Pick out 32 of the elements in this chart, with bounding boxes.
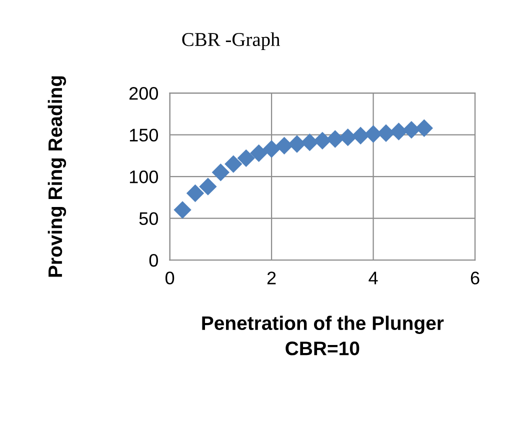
point [186, 184, 204, 202]
point [262, 140, 280, 158]
x-tick-label: 2 [267, 272, 276, 284]
point [212, 164, 230, 181]
point [224, 155, 242, 173]
point [238, 150, 255, 167]
y-axis-title: Proving Ring Reading [48, 76, 66, 277]
point [326, 130, 344, 148]
x-tick-label: 6 [470, 272, 480, 284]
point [276, 137, 293, 154]
point [416, 120, 433, 137]
point [174, 201, 192, 218]
chart-title: CBR -Graph [182, 32, 280, 50]
y-tick-label: 0 [149, 254, 158, 267]
point [250, 144, 268, 162]
y-tick-label: 150 [130, 128, 158, 142]
point [314, 132, 331, 150]
x-axis-title: Penetration of the Plunger CBR=10 [202, 316, 444, 356]
y-tick-label: 200 [129, 87, 158, 100]
point [364, 125, 382, 143]
x-tick-label: 0 [165, 272, 174, 284]
point [288, 135, 306, 153]
point [352, 127, 370, 144]
point [339, 128, 356, 146]
point [390, 122, 408, 140]
point [377, 124, 395, 142]
point [402, 121, 420, 138]
y-tick-label: 50 [139, 212, 158, 225]
y-tick-label: 100 [130, 170, 158, 184]
point [301, 134, 318, 151]
point [199, 178, 217, 196]
x-tick-label: 4 [368, 272, 378, 284]
